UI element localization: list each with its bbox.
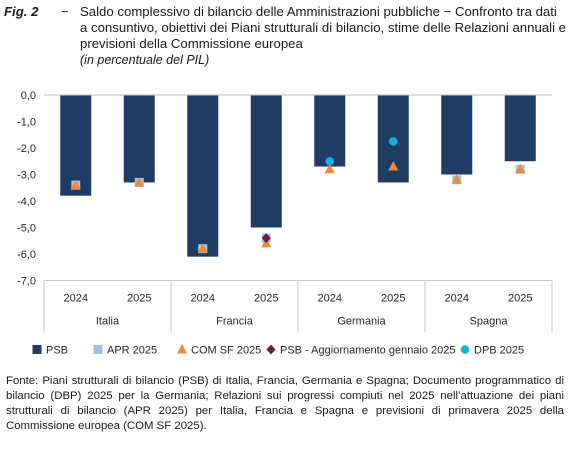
dpb-2025-marker xyxy=(325,156,335,166)
com-sf-2025-marker xyxy=(70,179,81,190)
com-sf-2025-marker xyxy=(134,176,145,187)
dpb-2025-marker xyxy=(388,137,398,146)
y-tick-label: -1,0 xyxy=(17,117,36,129)
legend-label: PSB - Aggiornamento gennaio 2025 xyxy=(280,345,456,357)
legend-swatch xyxy=(177,344,187,354)
y-tick-label: -7,0 xyxy=(17,276,36,288)
psb-bar xyxy=(504,95,536,162)
y-tick-label: 0,0 xyxy=(21,90,36,102)
psb-bar xyxy=(441,95,473,175)
psb-bar xyxy=(123,95,155,183)
x-tick-label: 2024 xyxy=(318,293,342,305)
figure-label: Fig. 2 xyxy=(4,4,39,19)
com-sf-2025-marker xyxy=(451,174,462,184)
figure-subtitle: (in percentuale del PIL) xyxy=(80,53,210,67)
legend-label: COM SF 2025 xyxy=(191,345,261,357)
figure-title: Saldo complessivo di bilancio delle Ammi… xyxy=(80,4,567,51)
com-sf-2025-marker xyxy=(197,243,208,253)
source-note: Fonte: Piani strutturali di bilancio (PS… xyxy=(6,375,564,432)
x-tick-label: 2025 xyxy=(254,293,278,305)
legend-label: DPB 2025 xyxy=(474,345,524,357)
y-tick-label: -3,0 xyxy=(17,170,36,182)
psb-bar xyxy=(60,95,92,196)
y-tick-label: -2,0 xyxy=(17,143,36,155)
com-sf-2025-marker xyxy=(515,163,526,174)
y-tick-label: -4,0 xyxy=(17,196,36,208)
x-tick-label: 2024 xyxy=(445,293,469,305)
legend-swatch xyxy=(266,344,276,355)
country-label: Spagna xyxy=(470,316,509,328)
psb-bar xyxy=(314,95,346,167)
x-tick-label: 2025 xyxy=(508,293,532,305)
bar-chart: 0,0 -1,0 -2,0 -3,0 -4,0 -5,0 -6,0 -7,0 2024 2025 2… xyxy=(17,90,553,357)
psb-bar xyxy=(250,95,282,228)
psb-aggiornamento-gennaio-2025-marker xyxy=(261,233,271,244)
x-tick-label: 2025 xyxy=(381,293,405,305)
legend-swatch xyxy=(460,345,470,354)
legend-swatch xyxy=(93,345,103,354)
x-tick-label: 2024 xyxy=(64,293,88,305)
x-tick-label: 2024 xyxy=(191,293,215,305)
legend-swatch xyxy=(32,345,42,354)
psb-bar xyxy=(187,95,219,257)
x-tick-label: 2025 xyxy=(127,293,151,305)
country-label: Italia xyxy=(96,316,120,328)
legend-label: PSB xyxy=(46,345,68,357)
country-label: Francia xyxy=(216,316,254,328)
com-sf-2025-marker xyxy=(324,163,335,174)
y-tick-label: -5,0 xyxy=(17,223,36,235)
com-sf-2025-marker xyxy=(388,161,399,171)
y-tick-label: -6,0 xyxy=(17,249,36,261)
legend-label: APR 2025 xyxy=(107,345,157,357)
country-label: Germania xyxy=(337,316,386,328)
caption-dash: − xyxy=(61,4,69,19)
